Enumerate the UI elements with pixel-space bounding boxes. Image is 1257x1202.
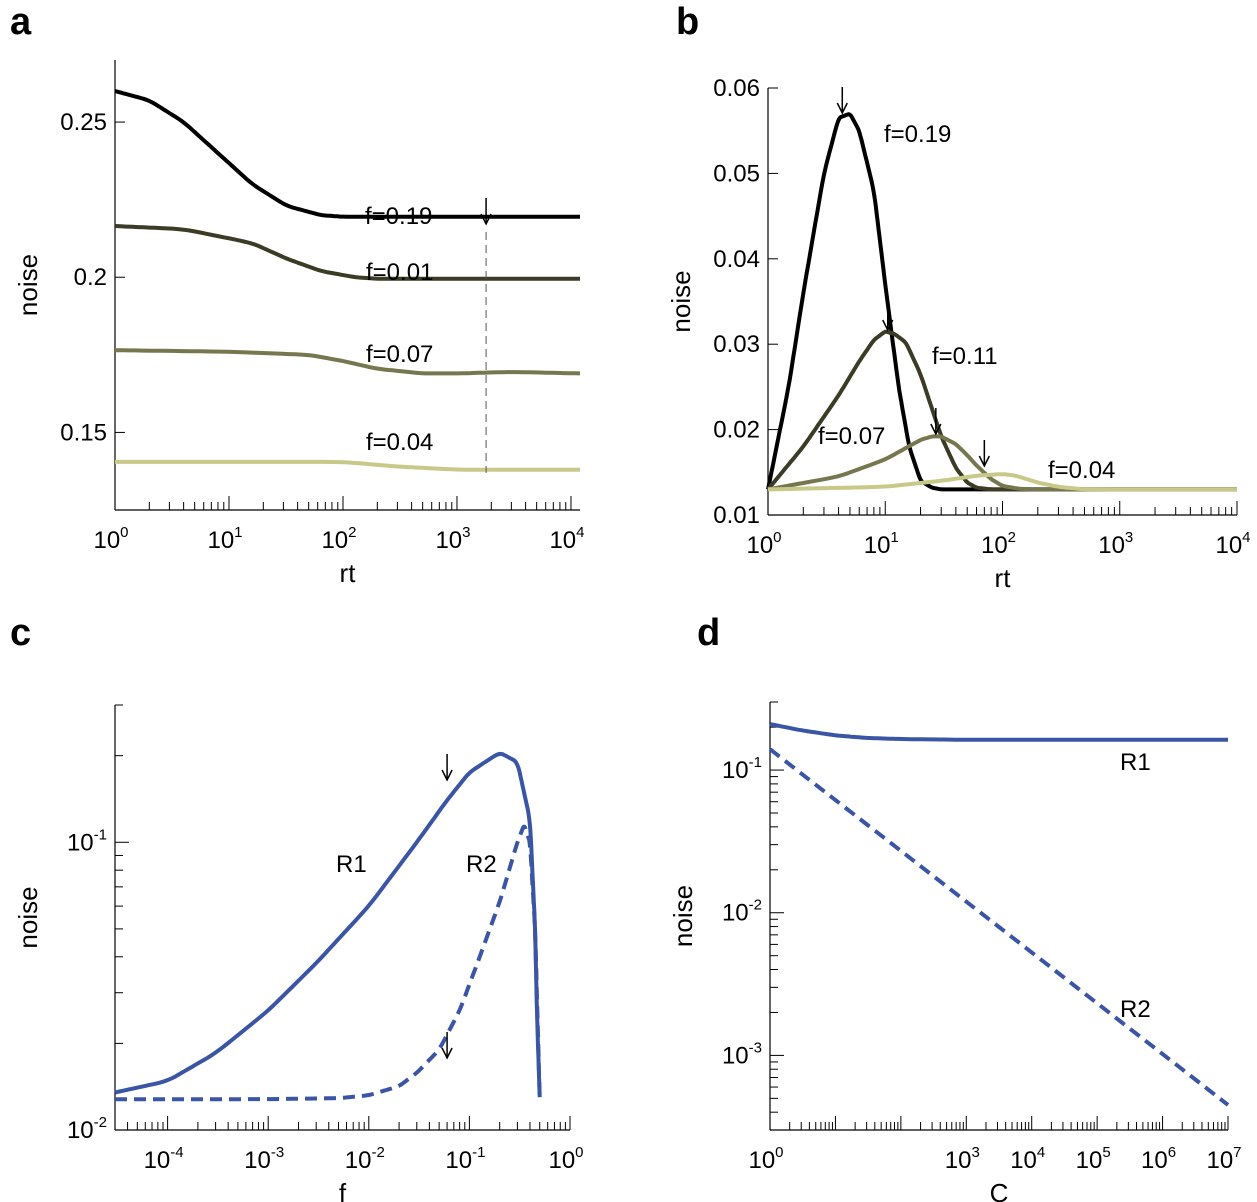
x-axis-label: rt [340,558,357,588]
x-tick-label: 105 [1076,1144,1111,1174]
x-tick-label: 101 [207,524,242,554]
x-axis-label: f [339,1178,347,1202]
series-line-r1 [769,722,1228,742]
x-axis-label: C [990,1178,1009,1202]
y-tick-label: 0.04 [713,246,760,273]
x-tick-label: 102 [321,524,356,554]
y-tick-label: 0.06 [713,75,760,102]
y-tick-label: 0.03 [713,331,760,358]
y-tick-label: 0.01 [713,502,760,529]
curve-label: f=0.04 [1048,457,1115,484]
arrow-head [836,102,848,115]
x-tick-label: 103 [945,1144,980,1174]
panel-b: 100 101 102 103 104 0.01 0.02 0.03 0.04 0.05 0.06 r… [666,75,1251,593]
x-tick-label: 100 [548,1144,583,1174]
arrow-head [930,423,942,436]
series-line-f019 [114,89,580,219]
panel-letter-a: a [10,1,32,43]
x-tick-label: 100 [746,529,781,559]
x-tick-label: 100 [748,1144,783,1174]
panel-letter-b: b [676,1,699,43]
y-tick-label: 10-3 [722,1039,762,1069]
curve-label: R2 [1120,996,1151,1023]
x-tick-label: 10-4 [144,1144,184,1174]
y-axis-label: noise [13,886,43,948]
y-tick-label: 10-1 [722,754,762,784]
curve-label: f=0.07 [366,341,433,368]
arrow-head [978,455,991,468]
x-tick-label: 107 [1206,1144,1241,1174]
series-line-f007 [114,348,581,376]
arrow-head [882,319,894,332]
arrow-head [441,1047,453,1060]
y-tick-label: 0.02 [713,417,760,444]
y-tick-label: 10-1 [67,826,107,856]
series-line-f001 [114,224,580,281]
x-tick-label: 104 [549,524,584,554]
curve-label: f=0.19 [365,203,432,230]
curve-label: f=0.01 [366,259,433,286]
y-tick-label: 10-2 [67,1114,107,1144]
x-tick-label: 103 [435,524,470,554]
curve-label: R2 [466,851,497,878]
x-tick-label: 100 [93,524,128,554]
y-axis-label: noise [13,254,43,316]
x-axis-label: rt [995,563,1012,593]
x-tick-label: 10-3 [244,1144,284,1174]
curve-label: R1 [1120,749,1151,776]
y-tick-label: 0.25 [60,109,107,136]
series-line-f011 [766,329,1237,492]
y-axis-label: noise [666,270,696,332]
x-tick-label: 101 [864,529,899,559]
curve-label: f=0.11 [932,343,998,370]
curve-label: f=0.19 [884,121,951,148]
panel-letter-d: d [697,612,720,654]
arrow-head [441,769,453,782]
x-tick-label: 104 [1215,529,1250,559]
series-line-f007 [767,434,1237,492]
curve-label: f=0.07 [818,423,885,450]
series-line-r2 [768,747,1230,1107]
x-tick-label: 10-1 [445,1144,485,1174]
series-line-r2 [115,824,542,1102]
x-tick-label: 102 [981,529,1016,559]
curve-label: R1 [336,851,367,878]
series-line-r1 [114,751,542,1098]
series-line-f004 [767,472,1237,492]
x-tick-label: 104 [1010,1144,1045,1174]
y-tick-label: 0.15 [60,419,107,446]
y-tick-label: 0.2 [74,264,107,291]
x-tick-label: 106 [1141,1144,1176,1174]
y-tick-label: 0.05 [713,160,760,187]
arrow-head [480,213,492,226]
curve-label: f=0.04 [366,429,433,456]
panel-a: 100 101 102 103 104 0.15 0.2 0.25 rt noise f=0.19 f… [13,60,584,588]
series-line-f019 [766,112,1237,492]
panel-letter-c: c [10,612,31,654]
y-axis-label: noise [668,885,698,947]
series-line-f004 [115,459,580,472]
y-tick-label: 10-2 [722,897,762,927]
x-tick-label: 103 [1098,529,1133,559]
panel-c: 10-4 10-3 10-2 10-1 100 10-2 10-1 f noise R1 R2 [13,704,584,1202]
x-tick-label: 10-2 [345,1144,385,1174]
